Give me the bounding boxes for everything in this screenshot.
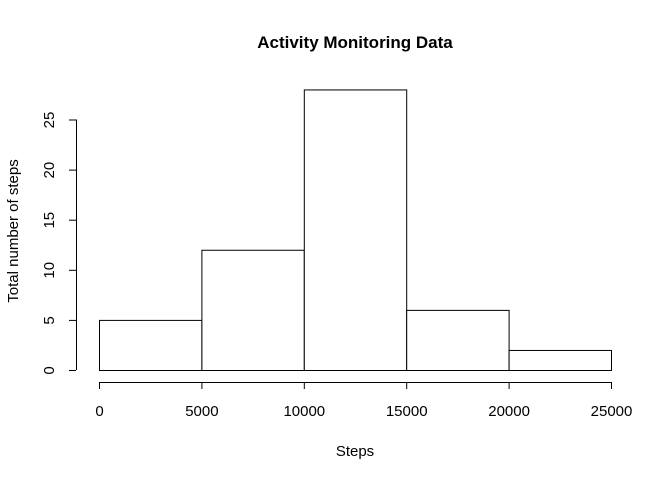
y-axis: 0 5 10 15 20 25 (41, 112, 77, 375)
x-tick-label-4: 20000 (488, 403, 530, 420)
y-tick-label-2: 10 (41, 262, 58, 279)
y-tick-label-3: 15 (41, 212, 58, 229)
x-tick-label-0: 0 (95, 403, 103, 420)
y-tick-label-5: 25 (41, 112, 58, 129)
y-axis-label: Total number of steps (5, 159, 22, 302)
chart-title: Activity Monitoring Data (257, 33, 453, 52)
y-tick-label-4: 20 (41, 162, 58, 179)
bars-group (99, 89, 613, 372)
x-tick-label-2: 10000 (283, 403, 325, 420)
histogram-bar-2 (303, 89, 408, 371)
x-tick-label-5: 25000 (591, 403, 633, 420)
x-tick-label-3: 15000 (386, 403, 428, 420)
histogram-bar-4 (508, 349, 613, 371)
x-axis: 0 5000 10000 15000 20000 25000 (95, 382, 632, 420)
histogram-bar-0 (99, 319, 203, 371)
y-tick-label-0: 0 (41, 366, 58, 374)
histogram-bar-1 (201, 249, 305, 371)
y-tick-label-1: 5 (41, 316, 58, 324)
x-axis-label: Steps (336, 443, 374, 460)
x-tick-label-1: 5000 (185, 403, 218, 420)
histogram-bar-3 (406, 309, 510, 372)
